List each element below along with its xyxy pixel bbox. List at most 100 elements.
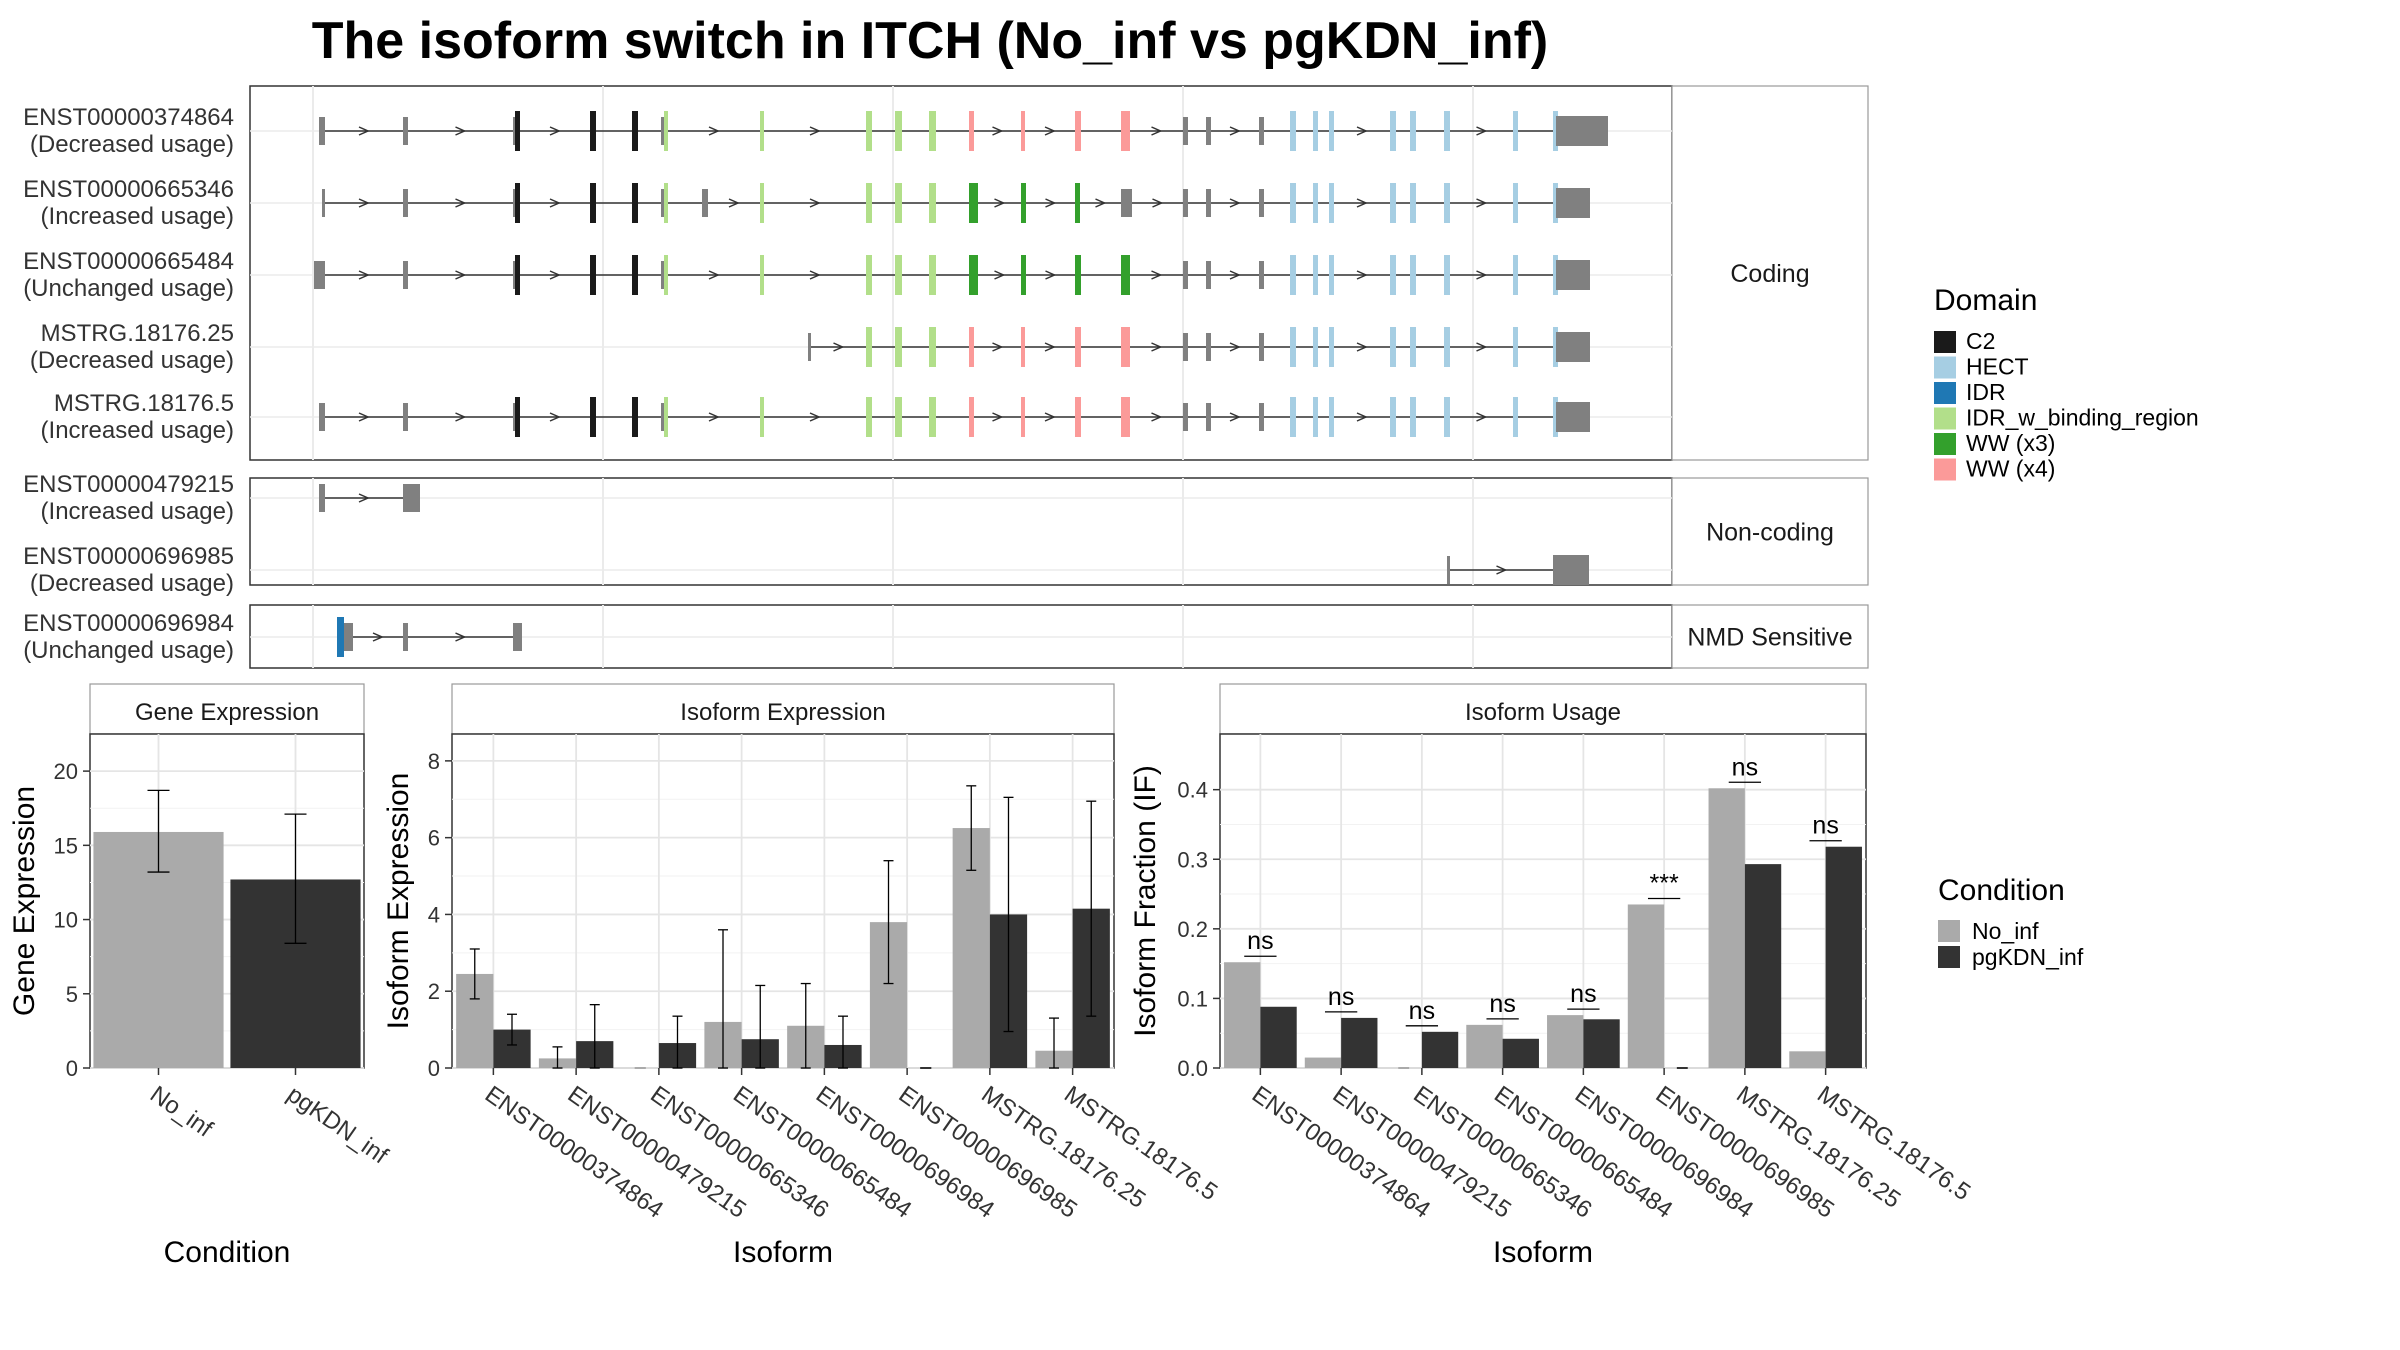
direction-arrow	[809, 412, 821, 422]
direction-arrow	[1496, 565, 1508, 575]
condition-legend-label: No_inf	[1972, 918, 2039, 944]
exon-domain	[1313, 111, 1318, 151]
bar	[1708, 788, 1745, 1068]
direction-arrow	[549, 270, 561, 280]
domain-legend-label: IDR	[1966, 379, 2006, 405]
exon-utr	[1259, 261, 1264, 289]
exon-utr	[322, 189, 325, 217]
exon-utr	[403, 189, 408, 217]
direction-arrow	[358, 126, 370, 136]
exon-utr	[1121, 189, 1132, 217]
direction-arrow	[1044, 412, 1056, 422]
bar	[1583, 1019, 1620, 1068]
exon-domain	[1313, 255, 1318, 295]
transcript-structure-panel: Coding Non-coding NMD Sensitive ENST0000037…	[23, 85, 1869, 669]
exon-utr	[314, 261, 325, 289]
exon-domain	[632, 111, 638, 151]
condition-legend-title: Condition	[1938, 874, 2065, 907]
transcript-row: ENST00000479215(Increased usage)	[23, 471, 1672, 525]
direction-arrow	[1229, 198, 1241, 208]
direction-arrow	[358, 493, 370, 503]
direction-arrow	[455, 270, 467, 280]
facet-strip-label: Coding	[1730, 260, 1809, 288]
direction-arrow	[708, 126, 720, 136]
exon-utr	[1206, 261, 1211, 289]
exon-utr	[1206, 117, 1211, 145]
exon-utr	[403, 117, 408, 145]
x-axis-title: Isoform	[733, 1236, 833, 1269]
direction-arrow	[1152, 198, 1164, 208]
y-tick-label: 0.0	[1177, 1056, 1208, 1081]
direction-arrow	[708, 412, 720, 422]
transcript-id-label: ENST00000696984	[23, 610, 234, 637]
bar	[1547, 1015, 1584, 1068]
exon-domain	[1290, 111, 1296, 151]
transcript-usage-label: (Increased usage)	[41, 498, 234, 525]
bar	[1466, 1024, 1503, 1068]
domain-legend-swatch	[1934, 407, 1956, 430]
isoform-usage-panel: Isoform Usage0.00.10.20.30.4ENST00000374…	[1129, 683, 1975, 1269]
domain-legend-swatch	[1934, 433, 1956, 455]
y-tick-label: 15	[54, 833, 78, 858]
exon-domain	[760, 255, 764, 295]
bar	[1825, 846, 1862, 1068]
direction-arrow	[455, 412, 467, 422]
exon-domain	[1290, 327, 1296, 367]
exon-domain	[1513, 327, 1518, 367]
direction-arrow	[992, 126, 1004, 136]
exon-domain	[866, 255, 872, 295]
direction-arrow	[1476, 198, 1488, 208]
direction-arrow	[549, 412, 561, 422]
exon-domain	[969, 255, 978, 295]
direction-arrow	[1151, 342, 1163, 352]
bar	[1421, 1031, 1459, 1068]
exon-utr	[403, 403, 408, 431]
direction-arrow	[1356, 198, 1368, 208]
y-tick-label: 5	[66, 982, 78, 1007]
gene-expression-panel: Gene Expression 0 5 10 15 20 No_inf pgKDN_inf Co…	[8, 683, 393, 1269]
exon-domain	[1410, 397, 1416, 437]
structure-box	[249, 85, 1673, 461]
facet-strip	[1671, 85, 1869, 461]
exon-domain	[1444, 397, 1450, 437]
exon-domain	[590, 183, 596, 223]
exon-domain	[1390, 255, 1396, 295]
facet-strip	[1671, 477, 1869, 586]
exon-domain	[337, 617, 344, 657]
exon-utr	[1206, 189, 1211, 217]
direction-arrow	[1356, 126, 1368, 136]
y-tick-label: 0	[428, 1056, 440, 1081]
direction-arrow	[994, 270, 1006, 280]
direction-arrow	[1476, 270, 1488, 280]
exon-utr	[1447, 556, 1450, 584]
direction-arrow	[1356, 342, 1368, 352]
transcript-row: ENST00000665346(Increased usage)	[23, 176, 1672, 230]
exon-domain	[515, 111, 520, 151]
y-axis-title: Isoform Expression	[382, 773, 415, 1030]
exon-utr	[319, 117, 325, 145]
direction-arrow	[833, 342, 845, 352]
exon-domain	[929, 397, 936, 437]
domain-legend-swatch	[1934, 382, 1956, 404]
transcript-usage-label: (Decreased usage)	[30, 570, 234, 597]
y-tick-label: 0	[66, 1056, 78, 1081]
x-tick-label: No_inf	[145, 1081, 218, 1143]
exon-domain	[664, 397, 668, 437]
bar	[1789, 1051, 1826, 1068]
direction-arrow	[1151, 270, 1163, 280]
bar	[1341, 1017, 1378, 1068]
direction-arrow	[1044, 342, 1056, 352]
exon-domain	[664, 111, 668, 151]
exon-utr	[344, 623, 353, 651]
direction-arrow	[1476, 126, 1488, 136]
exon-domain	[1513, 183, 1518, 223]
exon-domain	[1075, 111, 1081, 151]
bar	[1224, 962, 1261, 1068]
transcript-row: ENST00000696985(Decreased usage)	[23, 543, 1672, 597]
exon-domain	[1513, 397, 1518, 437]
exon-domain	[1329, 327, 1334, 367]
exon-domain	[1390, 183, 1396, 223]
exon-domain	[895, 255, 902, 295]
